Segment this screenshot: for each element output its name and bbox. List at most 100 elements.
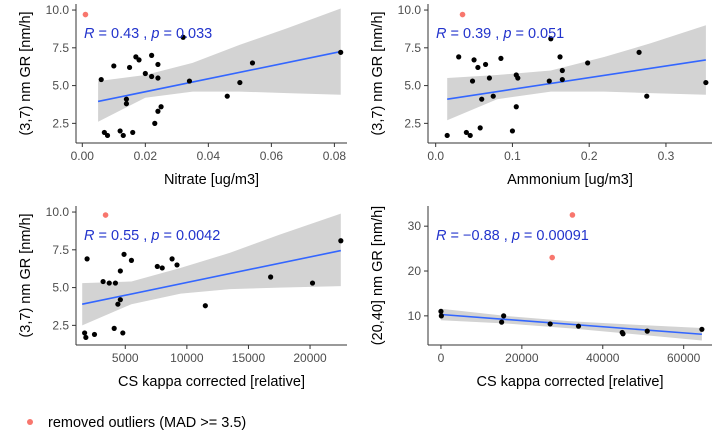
data-point bbox=[98, 76, 104, 83]
x-tick-label: 0.08 bbox=[323, 149, 347, 163]
data-point bbox=[585, 60, 591, 66]
stat-part: 0.051 bbox=[528, 26, 564, 42]
stat-part: R bbox=[436, 228, 447, 244]
x-tick-label: 0.02 bbox=[134, 149, 158, 163]
x-tick-label: 40000 bbox=[586, 351, 620, 365]
stat-part: = bbox=[94, 228, 111, 244]
regression-line bbox=[97, 50, 341, 103]
stat-part: R bbox=[84, 26, 95, 42]
data-point bbox=[338, 238, 344, 244]
data-point bbox=[149, 73, 155, 80]
x-tick-label: 0.0 bbox=[427, 149, 444, 163]
stat-annotation: R = 0.39 , p = 0.051 bbox=[436, 26, 564, 42]
data-point bbox=[120, 330, 126, 336]
data-point bbox=[268, 274, 274, 280]
y-tick-label: 5.0 bbox=[52, 281, 69, 295]
data-point bbox=[117, 128, 123, 134]
data-point bbox=[180, 34, 186, 40]
data-point bbox=[557, 54, 563, 60]
data-point bbox=[438, 308, 444, 314]
panels: 0.00 0.02 0.04 0.06 0.082.55.07.510.0Nitrate… bbox=[18, 3, 712, 390]
panel-2: 0.0 0.1 0.2 0.3 2.5 5.0 7.5 10.0 Ammonium [ug/m3… bbox=[370, 3, 712, 188]
data-point bbox=[126, 64, 133, 71]
data-point bbox=[111, 325, 117, 331]
data-point bbox=[100, 278, 106, 285]
legend: removed outliers (MAD >= 3.5) bbox=[27, 415, 246, 431]
data-point bbox=[548, 36, 554, 42]
stat-part: R bbox=[436, 26, 447, 42]
data-point bbox=[186, 78, 193, 84]
stat-part: 0.55 bbox=[111, 228, 139, 244]
y-tick-label: 7.5 bbox=[52, 41, 69, 55]
data-point bbox=[486, 75, 493, 81]
x-tick-label: 0.3 bbox=[658, 149, 675, 163]
outlier-point bbox=[82, 11, 89, 18]
data-point bbox=[547, 321, 553, 327]
y-tick-label: 20 bbox=[408, 264, 422, 278]
data-point bbox=[438, 313, 444, 319]
data-point bbox=[111, 63, 117, 69]
data-point bbox=[155, 75, 161, 81]
x-tick-label: 0.1 bbox=[504, 149, 521, 163]
panel-1: 0.00 0.02 0.04 0.06 0.08 2.5 5.0 7.5 10.0 Nitrate… bbox=[18, 3, 347, 188]
data-point bbox=[158, 104, 164, 110]
data-point bbox=[338, 49, 344, 55]
data-point bbox=[467, 132, 473, 139]
stat-part: , bbox=[139, 26, 151, 42]
x-tick-label: 0.06 bbox=[260, 149, 284, 163]
stat-part: p bbox=[502, 26, 511, 42]
data-point bbox=[471, 57, 477, 63]
data-point bbox=[117, 297, 123, 303]
confidence-band bbox=[447, 25, 706, 121]
x-tick-label: 0.2 bbox=[581, 149, 598, 163]
x-tick-label: 60000 bbox=[667, 351, 701, 365]
stat-part: , bbox=[500, 228, 512, 244]
data-point bbox=[501, 313, 507, 319]
x-tick-label: 15000 bbox=[232, 351, 266, 365]
data-point bbox=[121, 251, 127, 257]
data-point bbox=[644, 93, 650, 99]
data-point bbox=[91, 331, 98, 338]
data-point bbox=[136, 57, 142, 63]
data-point bbox=[499, 319, 505, 325]
x-tick-label: 0.04 bbox=[197, 149, 221, 163]
stat-part: , bbox=[491, 26, 503, 42]
confidence-band bbox=[98, 8, 341, 122]
data-point bbox=[115, 301, 121, 307]
regression-line bbox=[440, 313, 702, 336]
data-point bbox=[620, 331, 626, 337]
data-point bbox=[559, 76, 565, 83]
x-axis-title: CS kappa corrected [relative] bbox=[477, 374, 664, 390]
data-point bbox=[128, 257, 135, 263]
y-tick-label: 2.5 bbox=[404, 116, 421, 130]
data-point bbox=[120, 132, 126, 139]
data-point bbox=[152, 120, 158, 126]
y-tick-label: 30 bbox=[408, 219, 422, 233]
data-point bbox=[117, 268, 123, 274]
data-point bbox=[482, 61, 489, 68]
y-axis-title: (3,7) nm GR [nm/h] bbox=[370, 11, 386, 135]
data-point bbox=[142, 70, 148, 77]
data-point bbox=[575, 323, 582, 329]
data-point bbox=[149, 52, 155, 58]
x-tick-label: 10000 bbox=[170, 351, 204, 365]
y-tick-label: 10 bbox=[408, 309, 422, 323]
data-point bbox=[546, 78, 552, 84]
data-point bbox=[84, 256, 90, 262]
legend-outlier-marker bbox=[27, 419, 33, 425]
stat-part: = bbox=[159, 228, 176, 244]
stat-part: 0.033 bbox=[176, 26, 212, 42]
data-point bbox=[490, 93, 496, 99]
data-point bbox=[475, 64, 481, 71]
data-point bbox=[154, 263, 160, 270]
y-tick-label: 2.5 bbox=[52, 318, 69, 332]
y-axis-title: (3,7) nm GR [nm/h] bbox=[18, 213, 34, 337]
stat-part: 0.39 bbox=[463, 26, 491, 42]
outlier-point bbox=[549, 254, 555, 261]
y-tick-label: 5.0 bbox=[404, 79, 421, 93]
panel-3: 5000 10000 15000 20000 2.5 5.0 7.5 10.0 CS kappa… bbox=[18, 205, 347, 390]
data-point bbox=[477, 125, 483, 131]
x-tick-label: 0.00 bbox=[71, 149, 95, 163]
data-point bbox=[515, 75, 521, 81]
